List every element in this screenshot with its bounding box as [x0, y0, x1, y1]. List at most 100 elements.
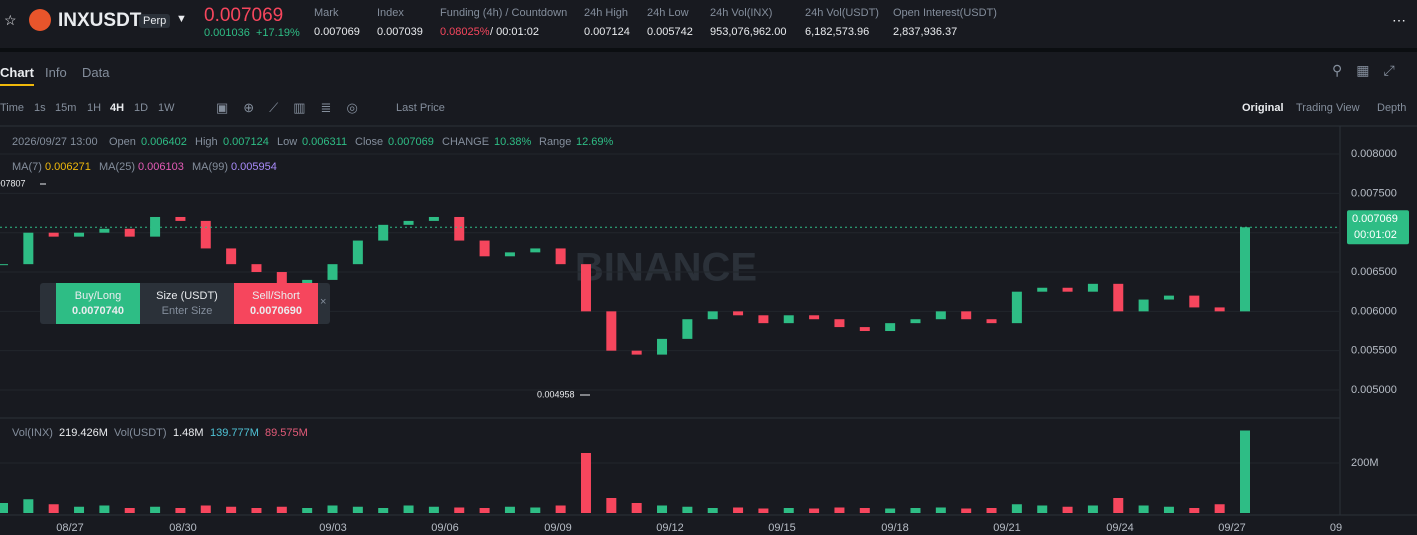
change-pct: +17.19% — [256, 27, 300, 39]
vol-legend: 139.777M — [210, 427, 259, 439]
candle — [606, 311, 617, 351]
stat-value: 0.005742 — [647, 26, 693, 38]
volume-bar — [707, 508, 718, 513]
tab[interactable]: Chart — [0, 65, 34, 86]
volume-bar — [0, 503, 8, 513]
volume-bar — [99, 505, 110, 513]
vol-legend: 1.48M — [173, 427, 204, 439]
candle — [783, 315, 794, 324]
candle — [327, 264, 338, 280]
candle — [276, 272, 287, 288]
volume-bar — [631, 503, 642, 513]
tab[interactable]: Data — [82, 65, 110, 80]
candle — [1037, 287, 1048, 292]
vol-legend: Vol(INX) — [12, 427, 53, 439]
interval[interactable]: 1s — [34, 102, 46, 114]
volume-bar — [302, 508, 313, 513]
volume-bar — [504, 506, 515, 513]
stat-value: 0.007039 — [377, 26, 423, 38]
y-tick-label: 0.005000 — [1351, 384, 1397, 396]
candle — [631, 350, 642, 355]
interval[interactable]: 1D — [134, 102, 149, 114]
candle — [504, 252, 515, 257]
ohlc-label: Open — [109, 136, 136, 148]
ohlc-value: 0.007124 — [223, 136, 269, 148]
interval[interactable]: 1H — [87, 102, 102, 114]
volume-bar — [403, 505, 414, 513]
x-tick-label: 09/09 — [544, 522, 572, 534]
volume-bar — [1189, 508, 1200, 513]
ohlc-date: 2026/09/27 13:00 — [12, 136, 98, 148]
candle — [428, 216, 439, 221]
volume-bar — [23, 499, 34, 513]
volume-bar — [200, 505, 211, 513]
buy-price: 0.0070740 — [72, 305, 124, 317]
x-tick-label: 08/27 — [56, 522, 84, 534]
ohlc-value: 0.007069 — [388, 136, 434, 148]
icons[interactable]: ⚲▦⤢ — [1332, 62, 1409, 78]
volume-bar — [910, 508, 921, 513]
volume-bar — [327, 505, 338, 513]
interval[interactable]: 1W — [158, 102, 175, 114]
star[interactable]: ☆ — [4, 12, 17, 28]
price-tag-value: 0.007069 — [1352, 213, 1398, 225]
y-tick-label: 0.007500 — [1351, 187, 1397, 199]
candle — [0, 264, 8, 266]
volume-bar — [783, 508, 794, 513]
candle — [124, 228, 135, 237]
stat-value: 6,182,573.96 — [805, 26, 870, 38]
candle — [1113, 283, 1124, 312]
stat-label: 24h Vol(INX) — [710, 7, 773, 19]
volume-bar — [758, 508, 769, 513]
view-option[interactable]: Original — [1242, 102, 1284, 114]
candle — [454, 216, 465, 241]
dropdown[interactable]: ▼ — [176, 13, 187, 25]
volume-bar — [251, 508, 262, 513]
stat-label: Index — [377, 7, 404, 19]
watermark: BINANCE — [575, 246, 757, 290]
symbol[interactable]: INXUSDT — [58, 10, 142, 31]
y-tick-label: 0.006500 — [1351, 266, 1397, 278]
candle — [935, 311, 946, 320]
volume-bar — [1163, 506, 1174, 513]
stat-label: Mark — [314, 7, 339, 19]
ohlc-value: 12.69% — [576, 136, 614, 148]
view-option[interactable]: Trading View — [1296, 102, 1360, 114]
tab[interactable]: Info — [45, 65, 67, 80]
candle — [1240, 227, 1250, 312]
candle — [1163, 295, 1174, 300]
view-option[interactable]: Depth — [1377, 102, 1407, 114]
order-widget: Buy/Long 0.0070740 Size (USDT) Enter Size … — [40, 283, 330, 324]
x-tick-label: 09/18 — [881, 522, 909, 534]
volume-bar — [1062, 506, 1073, 513]
candle — [657, 338, 668, 355]
interval[interactable]: 4H — [110, 102, 125, 114]
size-input[interactable]: Size (USDT) Enter Size — [140, 283, 234, 317]
volume-bar — [606, 498, 617, 513]
sell-button[interactable]: Sell/Short 0.0070690 — [234, 283, 318, 324]
buy-button[interactable]: Buy/Long 0.0070740 — [56, 283, 140, 324]
countdown: 00:01:02 — [1354, 229, 1397, 241]
y-tick-label: 0.008000 — [1351, 148, 1397, 160]
volume-bar — [479, 508, 490, 513]
volume-bar — [1113, 498, 1124, 513]
interval[interactable]: 15m — [55, 102, 77, 114]
volume-bar — [352, 506, 363, 513]
interval[interactable]: Time — [0, 102, 25, 114]
stat-label: 24h High — [584, 7, 629, 19]
close-widget[interactable]: × — [320, 296, 327, 308]
candle — [1062, 287, 1073, 292]
volume-bar — [48, 504, 59, 513]
candle — [834, 319, 845, 328]
price-type[interactable]: Last Price — [396, 102, 445, 114]
x-tick-label: 09/03 — [319, 522, 347, 534]
ohlc-label: High — [195, 136, 218, 148]
x-tick-label: 09/15 — [768, 522, 796, 534]
stat-value: 953,076,962.00 — [710, 26, 787, 38]
tool-icons[interactable]: ▣⊕⟋▥≣◎ — [216, 100, 373, 115]
more[interactable]: ⋯ — [1392, 12, 1406, 28]
candle — [74, 232, 85, 237]
ma-value: 0.006271 — [45, 161, 91, 173]
candle — [1087, 283, 1098, 292]
ma-label: MA(99) — [192, 161, 229, 173]
